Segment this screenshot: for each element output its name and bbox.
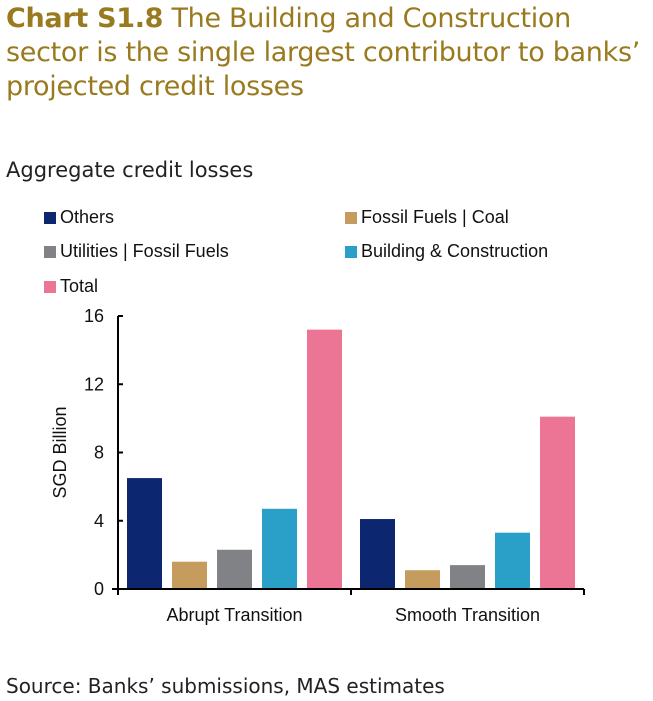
y-tick-label: 0 — [94, 579, 104, 599]
legend-swatch — [44, 245, 56, 258]
legend-item: Total — [44, 276, 98, 297]
bar — [405, 570, 440, 589]
y-tick-label: 16 — [84, 306, 104, 326]
bar — [127, 478, 162, 589]
x-tick-label: Smooth Transition — [395, 605, 540, 625]
y-tick-label: 4 — [94, 511, 104, 531]
legend-label: Others — [60, 207, 115, 227]
legend-item: Others — [44, 207, 114, 228]
legend-label: Utilities | Fossil Fuels — [60, 241, 229, 261]
y-tick-label: 12 — [84, 374, 104, 394]
bar — [360, 519, 395, 589]
y-axis-label: SGD Billion — [50, 406, 70, 498]
bar — [450, 565, 485, 589]
legend-label: Fossil Fuels | Coal — [361, 207, 509, 227]
y-tick-label: 8 — [94, 443, 104, 463]
chart-title: Chart S1.8 The Building and Construction… — [6, 2, 651, 104]
chart-subtitle: Aggregate credit losses — [6, 158, 254, 182]
legend-swatch — [44, 280, 56, 293]
legend-swatch — [44, 211, 56, 224]
bar — [262, 508, 297, 589]
x-tick-label: Abrupt Transition — [166, 605, 302, 625]
bar — [495, 532, 530, 589]
legend-swatch — [345, 245, 357, 258]
bar — [217, 549, 252, 589]
legend-item: Building & Construction — [345, 241, 548, 262]
source-note: Source: Banks’ submissions, MAS estimate… — [6, 674, 445, 698]
legend-label: Building & Construction — [361, 241, 549, 261]
bar — [540, 416, 575, 589]
legend-swatch — [345, 211, 357, 224]
chart-number: Chart S1.8 — [6, 3, 164, 34]
chart-title-text: The Building and Construction sector is … — [6, 3, 641, 102]
legend-label: Total — [60, 276, 99, 296]
legend-item: Utilities | Fossil Fuels — [44, 241, 229, 262]
bar — [307, 329, 342, 589]
bar — [172, 561, 207, 589]
legend-item: Fossil Fuels | Coal — [345, 207, 509, 228]
